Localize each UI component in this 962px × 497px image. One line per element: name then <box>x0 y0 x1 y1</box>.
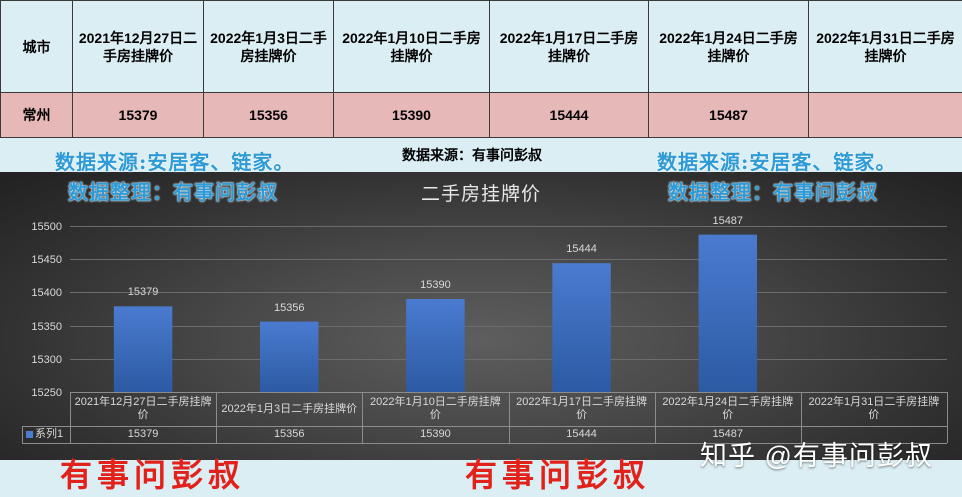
data-table-value: 15487 <box>712 428 744 440</box>
cell-price[interactable]: 15379 <box>72 92 204 138</box>
organizer-note-right: 数据整理：有事问彭叔 <box>668 180 878 204</box>
cell-price[interactable]: 15487 <box>648 92 809 138</box>
header-cell-date[interactable]: 2022年1月31日二手房挂牌价 <box>808 0 962 93</box>
zhihu-watermark: 知乎 @有事问彭叔 <box>700 441 933 471</box>
data-table-value: 15444 <box>566 428 597 440</box>
header-cell-date[interactable]: 2021年12月27日二手房挂牌价 <box>72 0 204 93</box>
header-cell-date[interactable]: 2022年1月24日二手房挂牌价 <box>648 0 809 93</box>
table-header-row: 城市 2021年12月27日二手房挂牌价 2022年1月3日二手房挂牌价 202… <box>0 0 962 93</box>
bar <box>552 263 611 392</box>
legend-label: 系列1 <box>35 428 64 440</box>
chart-plot-layer <box>22 226 948 444</box>
cell-price[interactable]: 15444 <box>489 92 649 138</box>
red-author-mark-left: 有事问彭叔 <box>60 456 246 494</box>
header-cell-date[interactable]: 2022年1月17日二手房挂牌价 <box>489 0 649 93</box>
source-note-left: 数据来源:安居客、链家。 <box>55 150 295 174</box>
data-table-value: 15390 <box>420 428 451 440</box>
source-note-center: 数据来源：有事问彭叔 <box>402 147 542 163</box>
x-category-label: 2022年1月3日二手房挂牌价 <box>221 402 358 415</box>
source-note-right: 数据来源:安居客、链家。 <box>657 150 897 174</box>
legend-swatch <box>26 431 33 438</box>
bar <box>260 321 319 392</box>
data-label: 15356 <box>273 301 305 314</box>
bar <box>406 299 465 392</box>
data-table-value: 15356 <box>273 428 305 440</box>
y-tick-label: 15350 <box>31 320 62 333</box>
header-cell-date[interactable]: 2022年1月10日二手房挂牌价 <box>333 0 490 93</box>
y-tick-label: 15500 <box>31 220 62 233</box>
cell-price[interactable]: 15390 <box>333 92 490 138</box>
x-category-label: 2022年1月31日二手房挂牌价 <box>808 396 940 421</box>
y-tick-label: 15400 <box>31 286 62 299</box>
cell-city[interactable]: 常州 <box>0 92 73 138</box>
price-table: 城市 2021年12月27日二手房挂牌价 2022年1月3日二手房挂牌价 202… <box>0 0 962 138</box>
x-category-label: 2022年1月10日二手房挂牌价 <box>369 396 501 421</box>
x-category-label: 2021年12月27日二手房挂牌价 <box>74 396 212 421</box>
cell-price[interactable] <box>808 92 962 138</box>
y-tick-label: 15300 <box>31 353 62 366</box>
data-table-value: 15379 <box>127 428 159 440</box>
x-category-label: 2022年1月24日二手房挂牌价 <box>662 396 794 421</box>
data-label: 15444 <box>566 243 597 256</box>
organizer-note-left: 数据整理：有事问彭叔 <box>68 180 278 204</box>
cell-price[interactable]: 15356 <box>203 92 334 138</box>
bar <box>698 234 757 392</box>
header-cell-date[interactable]: 2022年1月3日二手房挂牌价 <box>203 0 334 93</box>
red-author-mark-right: 有事问彭叔 <box>465 456 651 494</box>
data-label: 15390 <box>420 279 451 292</box>
chart-title: 二手房挂牌价 <box>420 184 541 205</box>
y-tick-label: 15450 <box>31 253 62 266</box>
bar <box>113 306 173 392</box>
bar-chart[interactable]: 二手房挂牌价 15250 15300 15350 15400 15450 15500 153… <box>0 172 962 460</box>
x-category-label: 2022年1月17日二手房挂牌价 <box>516 396 647 421</box>
y-tick-label: 15250 <box>31 386 62 399</box>
data-label: 15379 <box>127 286 159 299</box>
data-label: 15487 <box>712 214 744 227</box>
table-row: 常州 15379 15356 15390 15444 15487 <box>0 92 962 138</box>
header-cell-city[interactable]: 城市 <box>0 0 73 93</box>
